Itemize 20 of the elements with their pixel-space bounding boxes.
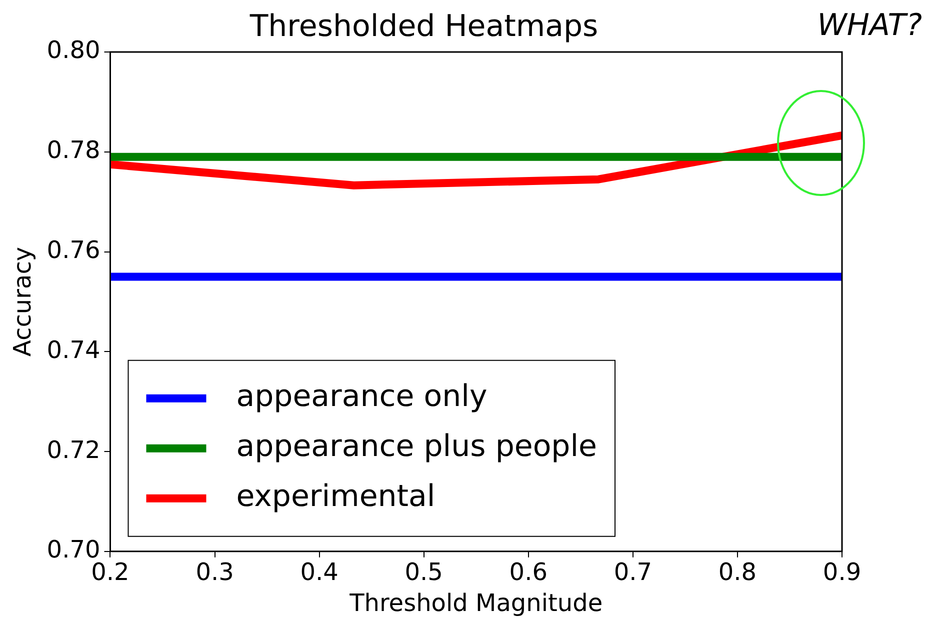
chart-title: Thresholded Heatmaps bbox=[248, 8, 598, 44]
legend-label: appearance plus people bbox=[236, 429, 598, 464]
x-tick-label: 0.2 bbox=[91, 558, 130, 586]
legend-label: experimental bbox=[236, 479, 436, 514]
x-tick-label: 0.6 bbox=[509, 558, 548, 586]
y-tick-label: 0.76 bbox=[46, 236, 100, 264]
y-tick-label: 0.80 bbox=[46, 36, 100, 64]
y-axis-title: Accuracy bbox=[8, 246, 37, 356]
x-tick-label: 0.5 bbox=[404, 558, 443, 586]
text: WHAT? bbox=[817, 8, 922, 43]
x-tick-label: 0.7 bbox=[614, 558, 652, 586]
x-tick-label: 0.4 bbox=[300, 558, 338, 586]
x-axis-title: Threshold Magnitude bbox=[348, 588, 603, 617]
x-tick-label: 0.3 bbox=[196, 558, 234, 586]
x-tick-label: 0.8 bbox=[718, 558, 757, 586]
y-tick-label: 0.74 bbox=[46, 336, 100, 364]
y-tick-label: 0.78 bbox=[46, 136, 100, 164]
x-tick-label: 0.9 bbox=[822, 558, 862, 586]
y-tick-label: 0.72 bbox=[46, 436, 100, 464]
legend-label: appearance only bbox=[236, 379, 488, 414]
